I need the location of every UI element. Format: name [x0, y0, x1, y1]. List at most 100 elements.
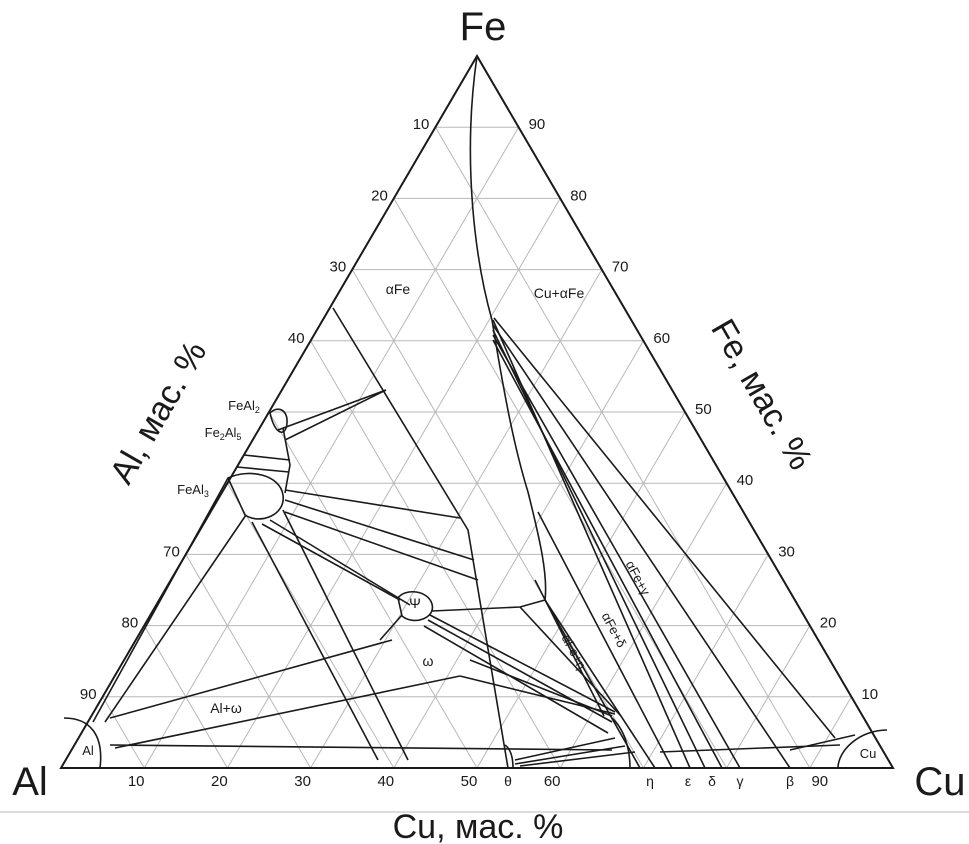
- composition-grid: [102, 126, 852, 769]
- grid-line-al: [185, 554, 312, 769]
- bottom-phase-label: η: [646, 773, 654, 789]
- bottom-phase-label: β: [786, 773, 794, 789]
- axis-title-cu: Cu, мас. %: [393, 808, 564, 844]
- triangle-outline: [59, 54, 895, 769]
- tick-label-cu: 90: [811, 773, 828, 790]
- phase-label-afe-eta: αFe+η: [559, 632, 590, 672]
- theta-arc: [504, 744, 514, 769]
- gamma-fan-3: [492, 339, 723, 769]
- fe2al5-lower-line: [282, 427, 291, 494]
- feal3-region: [227, 472, 284, 520]
- tick-label-cu: 40: [377, 773, 394, 790]
- tick-label-fe: 70: [612, 259, 629, 276]
- tick-label-fe: 30: [778, 543, 795, 560]
- phase-label-al-omega: Al+ω: [210, 700, 242, 716]
- grid-line-cu: [226, 198, 561, 769]
- grid-line-cu: [642, 554, 769, 769]
- feal2-connector-b: [284, 389, 387, 441]
- feal3-to-al-1: [104, 514, 247, 723]
- psi-region: [397, 591, 434, 622]
- tick-label-fe: 80: [570, 187, 587, 204]
- tick-label-fe: 90: [529, 116, 546, 133]
- tick-label-fe: 50: [695, 401, 712, 418]
- feal3-down-1: [251, 521, 379, 761]
- omega-lower: [114, 675, 461, 749]
- al-omega-tie: [109, 744, 613, 751]
- phase-label-fe2al5: Fe2Al5: [205, 425, 242, 442]
- psi-to-eta: [519, 606, 621, 716]
- phase-boundaries: [63, 55, 888, 769]
- phase-label-psi: Ψ: [409, 595, 421, 611]
- psi-down-1: [379, 614, 403, 641]
- beta-fan-1: [492, 324, 791, 769]
- phase-label-cu-alpha-fe: Cu+αFe: [534, 285, 585, 301]
- gamma-fan-4: [492, 334, 741, 769]
- eta-fan-1: [544, 599, 641, 769]
- tick-label-cu: 10: [128, 773, 145, 790]
- bottom-phase-label: δ: [708, 773, 716, 789]
- gamma-fan-1: [492, 319, 691, 769]
- grid-line-al: [434, 126, 811, 769]
- tick-label-cu: 50: [461, 773, 478, 790]
- bottom-tie-2: [514, 745, 626, 765]
- tick-label-al: 80: [122, 615, 139, 632]
- phase-label-cu: Cu: [860, 746, 877, 761]
- feal-boundary-line: [332, 307, 509, 769]
- tick-label-fe: 10: [861, 686, 878, 703]
- feal2-connector-a: [277, 389, 387, 431]
- phase-label-feal3: FeAl3: [177, 482, 209, 499]
- bottom-tie-3: [519, 751, 636, 767]
- feal3-tie-2: [284, 499, 475, 561]
- feal3-to-psi-1: [261, 523, 401, 601]
- phase-label-omega: ω: [423, 653, 434, 669]
- vertex-cu-label: Cu: [914, 760, 965, 804]
- eta-fan-3: [537, 511, 673, 769]
- eta-fan-2: [544, 599, 656, 769]
- tick-label-cu: 20: [211, 773, 228, 790]
- tick-label-al: 30: [330, 259, 347, 276]
- phase-label-afe-delta: αFe+δ: [599, 610, 630, 650]
- tick-label-al: 70: [163, 543, 180, 560]
- feal3-to-psi-2: [269, 519, 411, 606]
- tick-label-al: 20: [371, 187, 388, 204]
- bottom-phase-label: ε: [685, 773, 691, 789]
- phase-label-feal2: FeAl2: [228, 398, 260, 415]
- psi-tie-3: [423, 625, 609, 734]
- tick-label-fe: 40: [737, 472, 754, 489]
- phase-label-alpha-fe: αFe: [386, 281, 411, 297]
- beta-fan-2: [493, 317, 836, 739]
- feal3-tie-3: [284, 511, 479, 581]
- tick-label-al: 10: [413, 116, 430, 133]
- vertex-fe-label: Fe: [460, 5, 507, 49]
- feal3-tie-1: [284, 489, 461, 519]
- omega-upper: [109, 639, 393, 719]
- grid-line-al: [268, 411, 478, 769]
- tick-label-fe: 60: [653, 330, 670, 347]
- al-region: [63, 717, 102, 769]
- tick-label-cu: 30: [294, 773, 311, 790]
- feal3-down-2: [282, 509, 409, 761]
- bottom-phase-label: γ: [737, 773, 744, 789]
- bottom-phase-label: θ: [504, 773, 512, 789]
- eta-fan-4: [534, 579, 605, 717]
- fe2al5-band-2: [236, 466, 290, 473]
- feal2-region: [269, 408, 288, 433]
- fe2al5-band-1: [243, 454, 291, 461]
- grid-line-al: [351, 269, 644, 769]
- tick-label-cu: 60: [544, 773, 561, 790]
- eta-arc: [611, 717, 631, 769]
- feal3-to-al-2: [92, 477, 229, 723]
- tick-label-al: 90: [80, 686, 97, 703]
- axis-title-fe: Fe, мас. %: [703, 313, 819, 477]
- grid-line-cu: [143, 126, 520, 769]
- grid-line-al: [102, 696, 145, 769]
- tick-label-al: 40: [288, 330, 305, 347]
- tick-label-fe: 20: [820, 615, 837, 632]
- gamma-fan-2: [492, 329, 706, 769]
- axis-title-al: Al, мас. %: [103, 335, 215, 490]
- cu-tie-2: [789, 734, 856, 751]
- tick-labels: 10 20 30 40 70 80 90 90 80 70 60 50 40 30 20 10 10 20 30 40…: [80, 116, 878, 790]
- grid-line-cu: [310, 269, 603, 769]
- alpha-fe-boundary: [469, 55, 547, 601]
